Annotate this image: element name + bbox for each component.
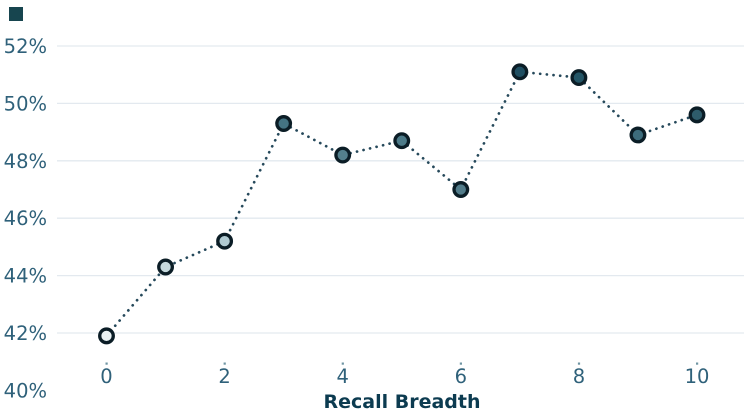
y-tick-label: 40% (4, 379, 47, 402)
x-tick-mark (105, 362, 108, 365)
x-tick-mark (223, 362, 226, 365)
x-tick-label: 2 (218, 365, 230, 388)
x-tick-label: 10 (685, 365, 710, 388)
corner-logo-square (9, 7, 23, 21)
data-point (216, 232, 234, 250)
y-tick-label: 50% (4, 92, 47, 115)
x-tick-label: 0 (100, 365, 112, 388)
data-point (275, 115, 293, 132)
x-tick-mark (459, 362, 462, 365)
trace-line (105, 70, 699, 338)
data-point (629, 126, 647, 144)
x-tick-mark (577, 362, 581, 365)
data-point (157, 258, 175, 276)
data-point (334, 146, 352, 164)
y-tick-label: 46% (4, 207, 47, 230)
x-tick-mark (341, 362, 344, 365)
x-tick-label: 8 (573, 365, 585, 388)
data-point (98, 327, 115, 345)
x-axis-title: Recall Breadth (323, 391, 480, 413)
x-tick-label: 6 (455, 365, 467, 388)
y-tick-label: 48% (4, 150, 47, 173)
data-point (688, 106, 706, 124)
y-tick-label: 52% (4, 35, 47, 58)
data-point (393, 132, 411, 150)
y-tick-label: 42% (4, 322, 47, 345)
x-tick-label: 4 (336, 365, 348, 388)
x-tick-mark (696, 362, 699, 365)
data-point (452, 181, 470, 198)
y-tick-label: 44% (4, 265, 47, 288)
data-point (570, 69, 588, 87)
data-point (511, 63, 529, 81)
